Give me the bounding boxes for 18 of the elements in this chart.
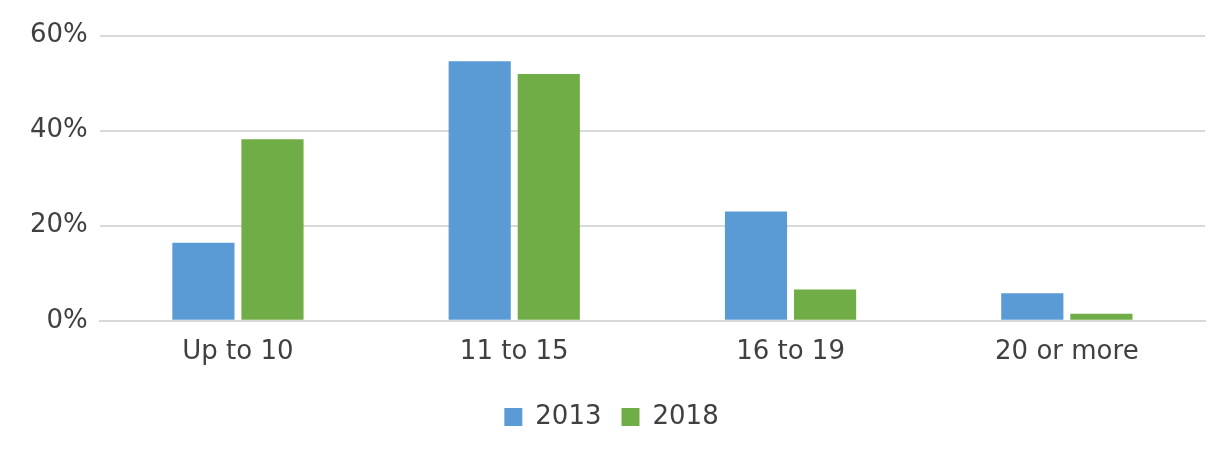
bar (517, 74, 580, 320)
y-tick-label: 60% (29, 18, 88, 49)
x-tick-label: 20 or more (995, 335, 1139, 366)
y-tick-label: 0% (46, 303, 88, 334)
x-tick-label: 11 to 15 (459, 335, 569, 366)
bar (241, 139, 304, 320)
y-tick-label: 20% (29, 208, 88, 239)
legend-label: 2013 (535, 399, 602, 430)
bar (724, 211, 788, 320)
bar (1070, 313, 1133, 320)
bar (448, 61, 511, 320)
x-tick-label: Up to 10 (182, 335, 294, 366)
bar (794, 289, 857, 320)
legend-label: 2018 (652, 399, 719, 430)
x-tick-label: 16 to 19 (736, 335, 845, 366)
y-tick-label: 40% (29, 113, 88, 144)
bar (172, 242, 235, 320)
bar (1001, 293, 1064, 320)
